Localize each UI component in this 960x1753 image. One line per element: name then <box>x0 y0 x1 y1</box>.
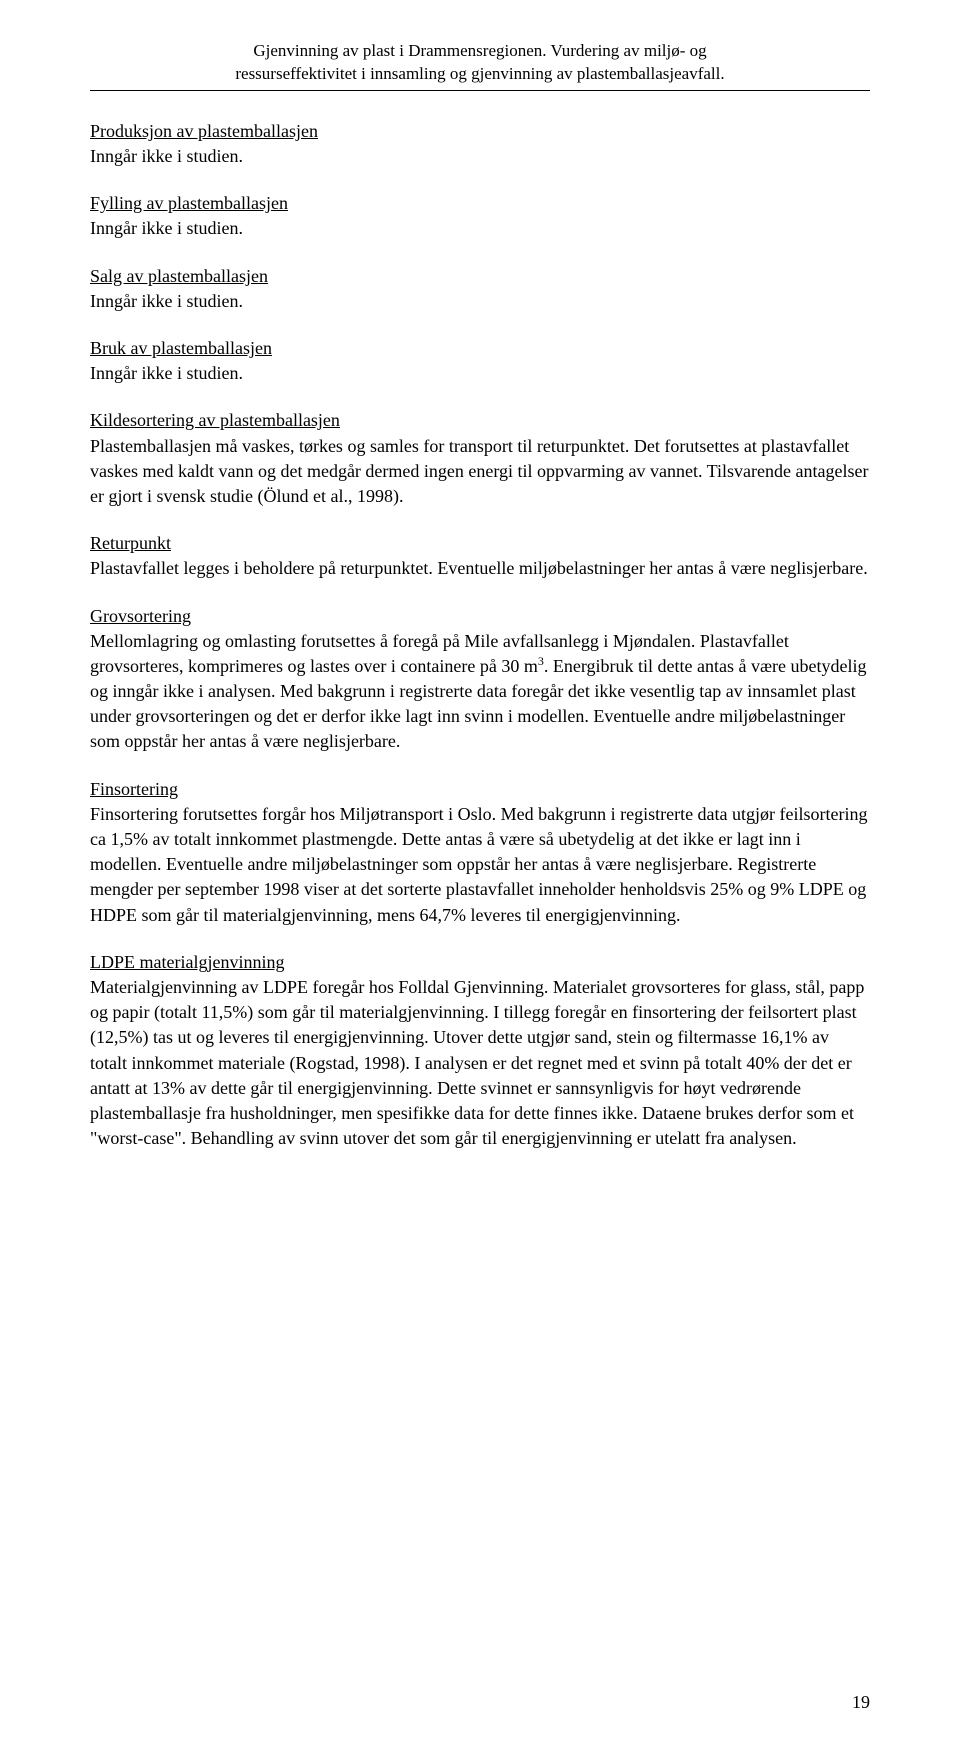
section-grovsortering: Grovsortering Mellomlagring og omlasting… <box>90 604 870 755</box>
section-bruk: Bruk av plastemballasjen Inngår ikke i s… <box>90 336 870 386</box>
header-line-2: ressurseffektivitet i innsamling og gjen… <box>90 63 870 86</box>
section-salg: Salg av plastemballasjen Inngår ikke i s… <box>90 264 870 314</box>
section-fylling: Fylling av plastemballasjen Inngår ikke … <box>90 191 870 241</box>
section-title: Kildesortering av plastemballasjen <box>90 408 870 433</box>
page-header: Gjenvinning av plast i Drammensregionen.… <box>90 40 870 86</box>
section-title: Salg av plastemballasjen <box>90 264 870 289</box>
section-body: Inngår ikke i studien. <box>90 144 870 169</box>
section-title: Grovsortering <box>90 604 870 629</box>
document-page: Gjenvinning av plast i Drammensregionen.… <box>0 0 960 1753</box>
section-body: Mellomlagring og omlasting forutsettes å… <box>90 629 870 755</box>
section-finsortering: Finsortering Finsortering forutsettes fo… <box>90 777 870 928</box>
section-title: Fylling av plastemballasjen <box>90 191 870 216</box>
section-kildesortering: Kildesortering av plastemballasjen Plast… <box>90 408 870 509</box>
section-ldpe: LDPE materialgjenvinning Materialgjenvin… <box>90 950 870 1152</box>
page-number: 19 <box>852 1692 870 1713</box>
section-body: Finsortering forutsettes forgår hos Milj… <box>90 802 870 928</box>
section-returpunkt: Returpunkt Plastavfallet legges i behold… <box>90 531 870 581</box>
section-body: Plastemballasjen må vaskes, tørkes og sa… <box>90 434 870 510</box>
section-body: Inngår ikke i studien. <box>90 361 870 386</box>
section-title: Produksjon av plastemballasjen <box>90 119 870 144</box>
section-body: Inngår ikke i studien. <box>90 289 870 314</box>
header-rule <box>90 90 870 91</box>
section-title: Finsortering <box>90 777 870 802</box>
section-title: LDPE materialgjenvinning <box>90 950 870 975</box>
section-title: Bruk av plastemballasjen <box>90 336 870 361</box>
section-body: Plastavfallet legges i beholdere på retu… <box>90 556 870 581</box>
section-produksjon: Produksjon av plastemballasjen Inngår ik… <box>90 119 870 169</box>
section-body: Materialgjenvinning av LDPE foregår hos … <box>90 975 870 1151</box>
header-line-1: Gjenvinning av plast i Drammensregionen.… <box>90 40 870 63</box>
section-body: Inngår ikke i studien. <box>90 216 870 241</box>
section-title: Returpunkt <box>90 531 870 556</box>
